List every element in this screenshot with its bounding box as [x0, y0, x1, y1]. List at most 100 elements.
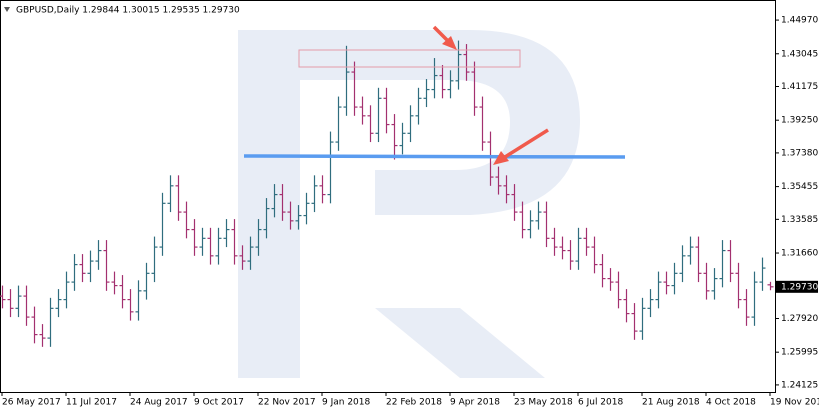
ohlc-bar: [271, 184, 278, 218]
ohlc-bar: [663, 271, 670, 295]
ohlc-bar: [519, 201, 526, 239]
ohlc-bar: [383, 87, 390, 134]
ohlc-bar: [399, 122, 406, 155]
x-tick-label: 24 Aug 2017: [130, 398, 188, 408]
chart-title: GBPUSD,Daily 1.29844 1.30015 1.29535 1.2…: [16, 6, 240, 16]
ohlc-bar: [607, 268, 614, 291]
ohlc-bar: [255, 219, 262, 256]
ohlc-bar: [455, 40, 462, 90]
x-tick-label: 9 Apr 2018: [450, 398, 500, 408]
neckline: [243, 154, 626, 159]
y-tick-label: 1.44970: [781, 16, 818, 26]
x-tick-label: 6 Jul 2018: [578, 398, 623, 408]
ohlc-bar: [655, 271, 662, 309]
ohlc-bar: [543, 201, 550, 248]
ohlc-bar: [367, 105, 374, 143]
y-tick-label: 1.35455: [781, 182, 818, 192]
ohlc-bar: [375, 87, 382, 143]
ohlc-bar: [559, 236, 566, 260]
ohlc-bar: [263, 198, 270, 239]
last-price-box: [776, 280, 818, 293]
ohlc-bar: [311, 175, 318, 213]
ohlc-bar: [623, 289, 630, 323]
ohlc-bar: [55, 289, 62, 318]
ohlc-bar: [319, 175, 326, 204]
ohlc-bar: [447, 70, 454, 99]
x-tick-label: 21 Aug 2018: [642, 398, 700, 408]
ohlc-bar: [247, 236, 254, 270]
x-tick-label: 4 Oct 2018: [706, 398, 756, 408]
x-tick-label: 23 May 2018: [514, 398, 573, 408]
ohlc-bar: [535, 201, 542, 230]
y-tick-label: 1.43045: [781, 49, 818, 59]
ohlc-bar: [407, 105, 414, 143]
y-tick-label: 1.41175: [781, 82, 818, 92]
y-tick-label: 1.25995: [781, 348, 818, 358]
ohlc-bar: [511, 184, 518, 221]
ohlc-bar: [599, 254, 606, 288]
ohlc-bar: [695, 236, 702, 283]
ohlc-bar: [583, 227, 590, 256]
ohlc-bar: [615, 271, 622, 309]
ohlc-bar: [127, 289, 134, 321]
ohlc-bar: [15, 285, 22, 318]
ohlc-bar: [23, 285, 30, 326]
ohlc-bar: [303, 192, 310, 225]
ohlc-bar: [719, 240, 726, 288]
ohlc-bar: [415, 87, 422, 125]
ohlc-bar: [575, 227, 582, 270]
ohlc-bar: [327, 131, 334, 204]
last-price-label: 1.29730: [781, 282, 818, 292]
y-tick-label: 1.39250: [781, 116, 818, 126]
ohlc-bar: [767, 281, 774, 291]
ohlc-bar: [175, 175, 182, 221]
y-tick-label: 1.31660: [781, 249, 818, 259]
ohlc-bar: [487, 131, 494, 186]
ohlc-bar: [167, 175, 174, 213]
x-tick-label: 9 Oct 2017: [194, 398, 244, 408]
ohlc-bar: [591, 236, 598, 274]
ohlc-bar: [119, 275, 126, 309]
ohlc-bar: [687, 236, 694, 265]
ohlc-bar: [143, 262, 150, 300]
ohlc-bar: [503, 175, 510, 204]
ohlc-bar: [471, 61, 478, 116]
ohlc-bar: [191, 219, 198, 256]
ohlc-bar: [335, 96, 342, 151]
ohlc-bar: [351, 61, 358, 116]
ohlc-bar: [135, 280, 142, 321]
ohlc-bar: [551, 227, 558, 256]
ohlc-bar: [679, 245, 686, 283]
ohlc-bar: [63, 271, 70, 309]
ohlc-bar: [759, 257, 766, 291]
x-tick-label: 19 Nov 201: [770, 398, 819, 408]
x-tick-label: 9 Jan 2018: [322, 398, 370, 408]
ohlc-bar: [79, 254, 86, 283]
ohlc-bar: [359, 96, 366, 125]
ohlc-bar: [39, 324, 46, 347]
ohlc-bar: [215, 227, 222, 265]
ohlc-bar: [239, 245, 246, 270]
watermark: [238, 30, 580, 378]
ohlc-bar: [31, 306, 38, 344]
arrows: [432, 25, 549, 165]
ohlc-bar: [7, 289, 14, 318]
ohlc-bar: [711, 268, 718, 300]
ohlc-bar: [95, 240, 102, 270]
ohlc-bar: [527, 210, 534, 239]
ohlc-bar: [207, 227, 214, 265]
ohlc-bar: [391, 114, 398, 160]
ohlc-bar: [727, 240, 734, 283]
ohlc-bar: [431, 58, 438, 99]
ohlc-bar: [295, 205, 302, 230]
x-tick-label: 22 Feb 2018: [386, 398, 442, 408]
ohlc-bar: [151, 236, 158, 283]
ohlc-bar: [735, 262, 742, 309]
resistance-zone: [298, 49, 521, 68]
ohlc-bar: [423, 79, 430, 108]
ohlc-bar: [671, 262, 678, 295]
ohlc-bar: [703, 262, 710, 300]
title-icon: [4, 7, 10, 12]
x-tick-label: 26 May 2017: [2, 398, 61, 408]
ohlc-bar: [71, 254, 78, 291]
